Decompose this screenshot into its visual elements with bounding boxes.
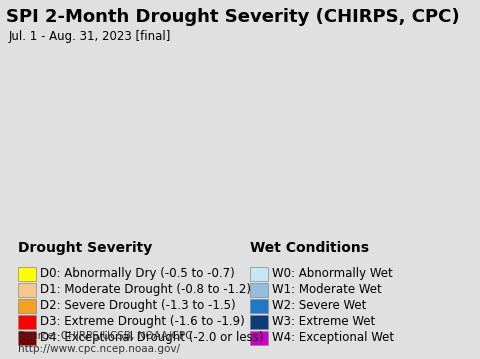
Text: W2: Severe Wet: W2: Severe Wet [272, 299, 366, 312]
Text: SPI 2-Month Drought Severity (CHIRPS, CPC): SPI 2-Month Drought Severity (CHIRPS, CP… [6, 8, 459, 26]
Bar [250, 283, 268, 297]
Bar [18, 267, 36, 281]
Text: Wet Conditions: Wet Conditions [250, 241, 369, 255]
Bar [250, 331, 268, 345]
Bar [18, 331, 36, 345]
Bar [18, 315, 36, 329]
Bar [250, 299, 268, 313]
Text: W0: Abnormally Wet: W0: Abnormally Wet [272, 267, 393, 280]
Text: D4: Exceptional Drought (-2.0 or less): D4: Exceptional Drought (-2.0 or less) [40, 331, 264, 344]
Text: D2: Severe Drought (-1.3 to -1.5): D2: Severe Drought (-1.3 to -1.5) [40, 299, 236, 312]
Text: Jul. 1 - Aug. 31, 2023 [final]: Jul. 1 - Aug. 31, 2023 [final] [9, 30, 171, 43]
Text: D3: Extreme Drought (-1.6 to -1.9): D3: Extreme Drought (-1.6 to -1.9) [40, 315, 245, 328]
Bar [250, 315, 268, 329]
Text: W3: Extreme Wet: W3: Extreme Wet [272, 315, 375, 328]
Text: Drought Severity: Drought Severity [18, 241, 152, 255]
Text: D1: Moderate Drought (-0.8 to -1.2): D1: Moderate Drought (-0.8 to -1.2) [40, 283, 251, 296]
Text: Source: CHIRPS/UCSB, NOAA/CPC
http://www.cpc.ncep.noaa.gov/: Source: CHIRPS/UCSB, NOAA/CPC http://www… [18, 331, 192, 354]
Text: W4: Exceptional Wet: W4: Exceptional Wet [272, 331, 394, 344]
Bar [250, 267, 268, 281]
Text: D0: Abnormally Dry (-0.5 to -0.7): D0: Abnormally Dry (-0.5 to -0.7) [40, 267, 235, 280]
Bar [18, 299, 36, 313]
Text: W1: Moderate Wet: W1: Moderate Wet [272, 283, 382, 296]
Bar [18, 283, 36, 297]
